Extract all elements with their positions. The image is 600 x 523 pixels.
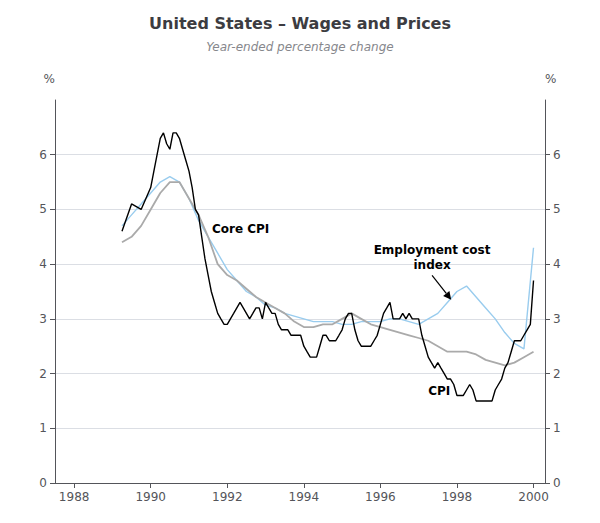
svg-text:1998: 1998 <box>442 490 473 504</box>
svg-text:%: % <box>44 72 55 86</box>
svg-text:index: index <box>414 258 451 272</box>
svg-text:5: 5 <box>553 202 561 216</box>
svg-text:2000: 2000 <box>518 490 549 504</box>
svg-text:6: 6 <box>553 148 561 162</box>
svg-text:4: 4 <box>39 257 47 271</box>
svg-text:1988: 1988 <box>59 490 90 504</box>
svg-text:3: 3 <box>39 312 47 326</box>
svg-text:CPI: CPI <box>428 384 450 398</box>
svg-text:1994: 1994 <box>289 490 320 504</box>
svg-text:2: 2 <box>553 367 561 381</box>
svg-text:4: 4 <box>553 257 561 271</box>
svg-text:Year-ended percentage change: Year-ended percentage change <box>206 40 393 54</box>
svg-text:6: 6 <box>39 148 47 162</box>
svg-text:1996: 1996 <box>365 490 396 504</box>
svg-text:United States – Wages and Pric: United States – Wages and Prices <box>149 14 451 33</box>
svg-text:Employment cost: Employment cost <box>374 243 491 257</box>
svg-text:%: % <box>545 72 556 86</box>
svg-text:1: 1 <box>553 421 561 435</box>
svg-text:5: 5 <box>39 202 47 216</box>
svg-text:0: 0 <box>39 476 47 490</box>
svg-text:1990: 1990 <box>135 490 166 504</box>
svg-text:Core CPI: Core CPI <box>212 222 269 236</box>
svg-text:2: 2 <box>39 367 47 381</box>
svg-text:0: 0 <box>553 476 561 490</box>
svg-text:1992: 1992 <box>212 490 243 504</box>
svg-text:3: 3 <box>553 312 561 326</box>
svg-text:1: 1 <box>39 421 47 435</box>
